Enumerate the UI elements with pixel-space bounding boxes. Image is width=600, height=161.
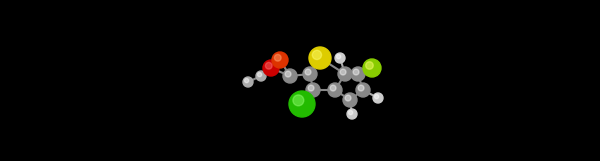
Circle shape: [243, 77, 253, 87]
Circle shape: [328, 83, 342, 97]
Circle shape: [353, 69, 359, 75]
Circle shape: [245, 79, 249, 83]
Circle shape: [356, 83, 370, 97]
Circle shape: [285, 71, 291, 77]
Circle shape: [263, 60, 279, 76]
Circle shape: [374, 95, 379, 99]
Circle shape: [347, 109, 357, 119]
Circle shape: [313, 50, 322, 60]
Circle shape: [330, 85, 336, 91]
Circle shape: [283, 69, 297, 83]
Circle shape: [338, 67, 352, 81]
Circle shape: [349, 110, 353, 115]
Circle shape: [265, 62, 272, 69]
Circle shape: [293, 95, 304, 106]
Circle shape: [306, 83, 320, 97]
Circle shape: [351, 67, 365, 81]
Circle shape: [373, 93, 383, 103]
Circle shape: [256, 71, 266, 81]
Circle shape: [257, 72, 262, 77]
Circle shape: [272, 52, 288, 68]
Circle shape: [337, 55, 341, 59]
Circle shape: [289, 91, 315, 117]
Circle shape: [309, 47, 331, 69]
Circle shape: [366, 62, 373, 69]
Circle shape: [303, 67, 317, 81]
Circle shape: [308, 85, 314, 91]
Circle shape: [340, 69, 346, 75]
Circle shape: [274, 54, 281, 61]
Circle shape: [345, 95, 351, 101]
Circle shape: [358, 85, 364, 91]
Circle shape: [363, 59, 381, 77]
Circle shape: [305, 69, 311, 75]
Circle shape: [335, 53, 345, 63]
Circle shape: [343, 93, 357, 107]
